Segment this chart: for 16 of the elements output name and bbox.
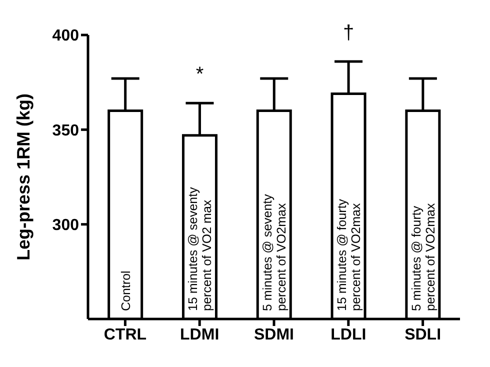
x-tick-label: LDMI (180, 326, 220, 344)
annotation: 15 minutes @ seventy percent of VO2 max (186, 186, 214, 311)
annotation: † (342, 22, 354, 44)
annotation: * (196, 63, 204, 86)
x-tick-label: SDLI (404, 326, 442, 344)
annotation: 15 minutes @ fourty percent of VO2max (335, 198, 364, 311)
y-tick-label: 350 (52, 122, 80, 140)
annotation: 5 minutes @ fourty percent of VO2max (409, 202, 438, 311)
x-tick-label: LDLI (330, 326, 366, 344)
annotation: Control (118, 270, 133, 311)
y-axis-title: Leg-press 1RM (kg) (13, 93, 34, 261)
y-tick-label: 400 (52, 28, 80, 45)
y-tick-label: 300 (52, 217, 80, 234)
x-tick-label: CTRL (104, 326, 147, 344)
x-tick-label: SDMI (254, 326, 294, 344)
annotation: 5 minutes @ seventy percent of VO2max (260, 193, 289, 311)
